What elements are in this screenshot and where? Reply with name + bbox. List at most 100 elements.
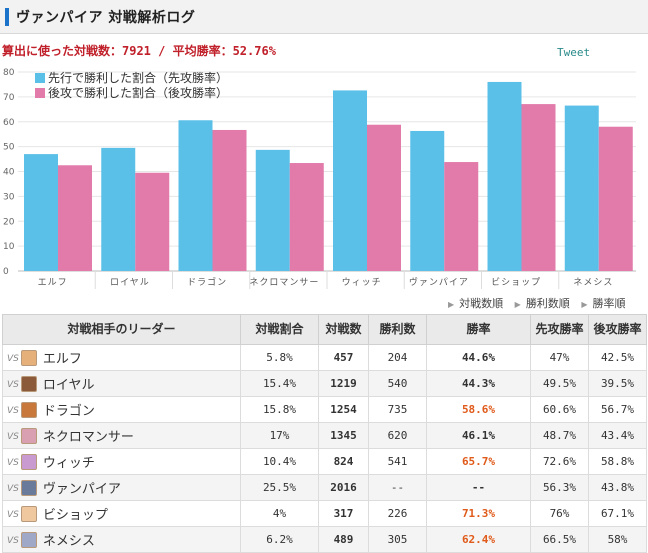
bar-second (212, 129, 247, 271)
leader-name: ウィッチ (42, 456, 95, 471)
rate-cell: 71.3% (426, 500, 531, 527)
bar-second (135, 172, 170, 271)
leader-avatar (20, 401, 37, 418)
bar-second (58, 165, 92, 271)
bar-first (178, 120, 213, 271)
rate-cell: -- (426, 474, 531, 501)
sort-links: ▶ 対戦数順 ▶ 勝利数順 ▶ 勝率順 (440, 295, 646, 311)
legend-label: 先行で勝利した割合（先攻勝率） (48, 70, 228, 85)
bar-first (333, 90, 367, 271)
share-cell: 15.8% (240, 396, 319, 423)
legend-swatch (35, 88, 45, 98)
games-cell: 1254 (318, 396, 369, 423)
leader-name: ネメシス (42, 534, 95, 549)
table-row[interactable]: VS ネメシス 6.2% 489 305 62.4% 66.5% 58% (2, 526, 647, 553)
y-tick-label: 50 (3, 143, 15, 153)
vs-label: VS (7, 354, 19, 364)
rate-cell: 44.6% (426, 344, 531, 371)
leader-avatar (20, 505, 37, 522)
y-tick-label: 10 (3, 242, 15, 252)
bar-first (564, 105, 599, 271)
games-cell: 489 (318, 526, 369, 553)
table-row[interactable]: VS ロイヤル 15.4% 1219 540 44.3% 49.5% 39.5% (2, 370, 647, 397)
leader-name: ネクロマンサー (42, 430, 134, 445)
games-cell: 2016 (318, 474, 369, 501)
tweet-button[interactable]: Tweet (557, 46, 591, 59)
triangle-right-icon: ▶ (514, 300, 521, 309)
leader-cell: VS ネクロマンサー (2, 422, 241, 449)
vs-label: VS (7, 432, 19, 442)
col-header-second-rate[interactable]: 後攻勝率 (588, 314, 647, 345)
x-tick-label: ビショップ (491, 277, 541, 288)
vs-label: VS (7, 536, 19, 546)
leader-avatar (20, 531, 37, 548)
second-rate-cell: 42.5% (588, 344, 647, 371)
wins-cell: -- (368, 474, 427, 501)
col-header-leader[interactable]: 対戦相手のリーダー (2, 314, 241, 345)
rate-cell: 58.6% (426, 396, 531, 423)
table-row[interactable]: VS エルフ 5.8% 457 204 44.6% 47% 42.5% (2, 344, 647, 371)
x-tick-label: ネメシス (573, 277, 613, 288)
share-cell: 17% (240, 422, 319, 449)
x-tick-label: ネクロマンサー (249, 277, 319, 288)
table-row[interactable]: VS ヴァンパイア 25.5% 2016 -- -- 56.3% 43.8% (2, 474, 647, 501)
bar-second (598, 126, 633, 271)
header-accent-bar (5, 8, 9, 26)
x-tick-label: ドラゴン (187, 276, 227, 288)
leader-cell: VS ビショップ (2, 500, 241, 527)
first-rate-cell: 60.6% (530, 396, 589, 423)
bar-first (410, 130, 445, 271)
rate-cell: 46.1% (426, 422, 531, 449)
leader-name: エルフ (42, 352, 82, 367)
table-row[interactable]: VS ビショップ 4% 317 226 71.3% 76% 67.1% (2, 500, 647, 527)
leader-cell: VS ドラゴン (2, 396, 241, 423)
col-header-wins[interactable]: 勝利数 (368, 314, 427, 345)
matchup-table: 対戦相手のリーダー 対戦割合 対戦数 勝利数 勝率 先攻勝率 後攻勝率 VS エル… (2, 314, 647, 553)
page-header: ヴァンパイア 対戦解析ログ (0, 0, 648, 34)
leader-name: ロイヤル (42, 378, 95, 393)
rate-cell: 44.3% (426, 370, 531, 397)
first-rate-cell: 48.7% (530, 422, 589, 449)
leader-name: ビショップ (42, 508, 108, 523)
games-cell: 824 (318, 448, 369, 475)
vs-label: VS (7, 510, 19, 520)
leader-name: ドラゴン (42, 404, 95, 419)
second-rate-cell: 39.5% (588, 370, 647, 397)
bar-first (255, 149, 290, 271)
leader-cell: VS ロイヤル (2, 370, 241, 397)
sort-by-games-link[interactable]: ▶ 対戦数順 (448, 297, 504, 310)
vs-label: VS (7, 380, 19, 390)
sort-by-wins-link[interactable]: ▶ 勝利数順 (514, 297, 570, 310)
table-row[interactable]: VS ドラゴン 15.8% 1254 735 58.6% 60.6% 56.7% (2, 396, 647, 423)
col-header-rate[interactable]: 勝率 (426, 314, 531, 345)
second-rate-cell: 58% (588, 526, 647, 553)
share-cell: 15.4% (240, 370, 319, 397)
triangle-right-icon: ▶ (448, 300, 455, 309)
share-cell: 25.5% (240, 474, 319, 501)
table-header-row: 対戦相手のリーダー 対戦割合 対戦数 勝利数 勝率 先攻勝率 後攻勝率 (2, 314, 647, 345)
share-cell: 5.8% (240, 344, 319, 371)
vs-label: VS (7, 484, 19, 494)
first-rate-cell: 47% (530, 344, 589, 371)
col-header-first-rate[interactable]: 先攻勝率 (530, 314, 589, 345)
table-row[interactable]: VS ネクロマンサー 17% 1345 620 46.1% 48.7% 43.4% (2, 422, 647, 449)
vs-label: VS (7, 406, 19, 416)
first-rate-cell: 49.5% (530, 370, 589, 397)
y-tick-label: 60 (3, 118, 15, 128)
bar-first (101, 147, 136, 271)
first-rate-cell: 72.6% (530, 448, 589, 475)
games-cell: 1219 (318, 370, 369, 397)
bar-first (24, 154, 58, 271)
sort-by-rate-link[interactable]: ▶ 勝率順 (581, 297, 626, 310)
second-rate-cell: 43.8% (588, 474, 647, 501)
y-tick-label: 80 (3, 68, 15, 78)
leader-avatar (20, 349, 37, 366)
y-tick-label: 0 (3, 267, 9, 277)
table-row[interactable]: VS ウィッチ 10.4% 824 541 65.7% 72.6% 58.8% (2, 448, 647, 475)
y-tick-label: 30 (3, 192, 15, 202)
wins-cell: 735 (368, 396, 427, 423)
col-header-games[interactable]: 対戦数 (318, 314, 369, 345)
first-rate-cell: 66.5% (530, 526, 589, 553)
col-header-share[interactable]: 対戦割合 (240, 314, 319, 345)
wins-cell: 204 (368, 344, 427, 371)
